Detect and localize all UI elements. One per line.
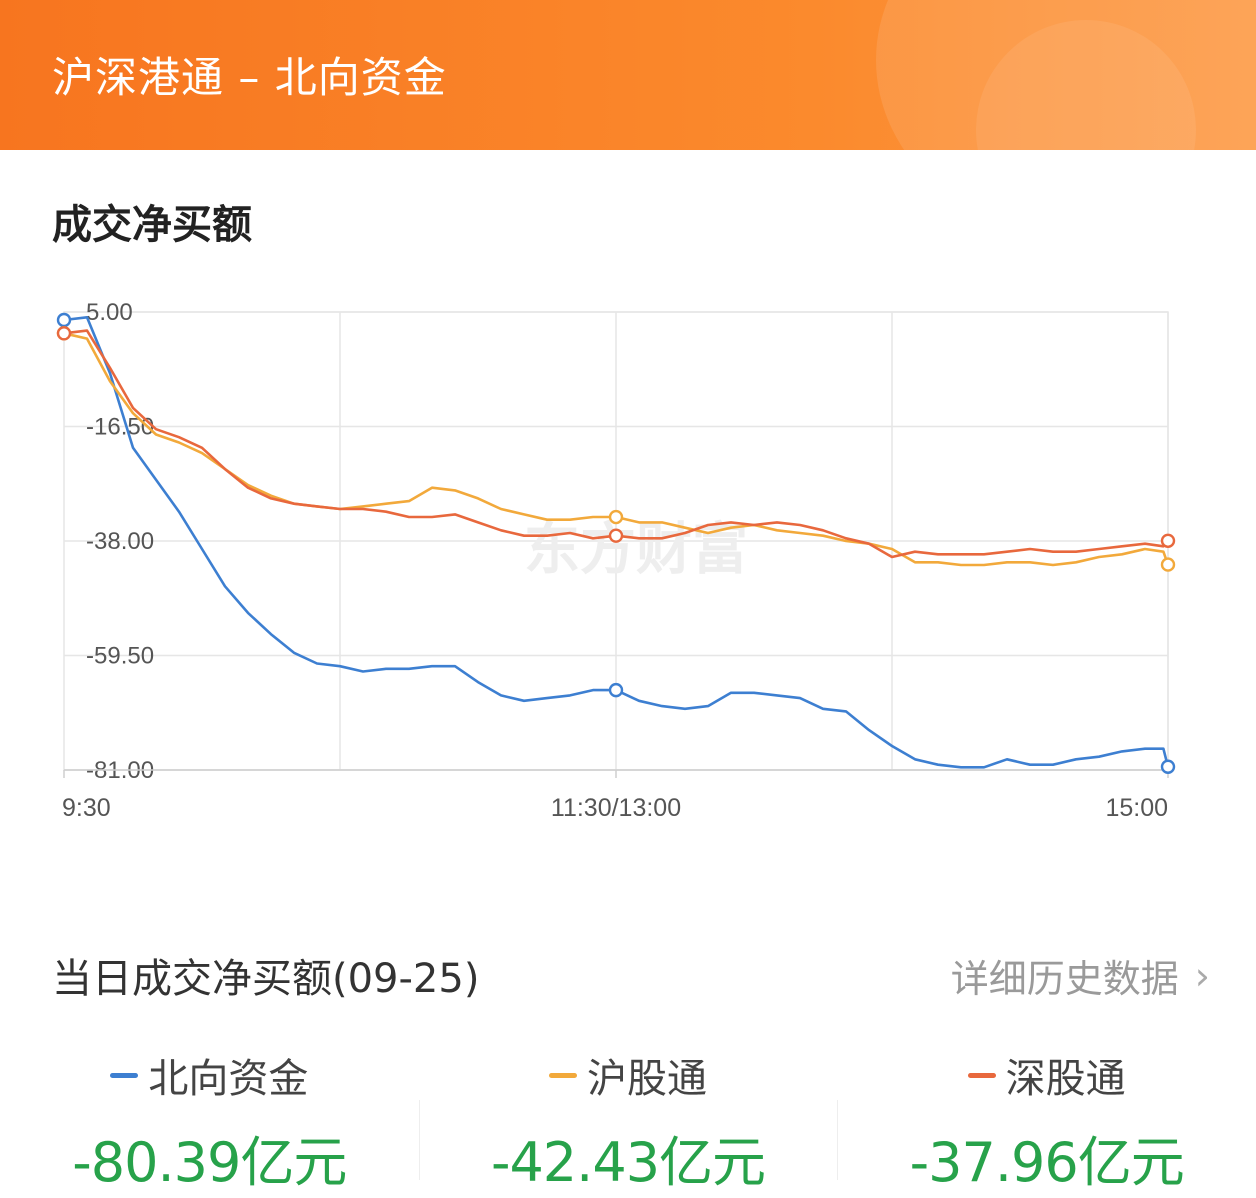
- y-tick-label: 5.00: [86, 299, 133, 326]
- legend-swatch-shenzhen: [967, 1072, 996, 1078]
- legend-swatch-shanghai: [549, 1072, 577, 1078]
- summary-label: 北向资金: [148, 1056, 309, 1102]
- page-header: 沪深港通 – 北向资金: [0, 0, 1256, 150]
- legend-swatch-northbound: [110, 1072, 139, 1078]
- summary-value: -37.96亿元: [909, 1131, 1185, 1194]
- x-tick-label: 9:30: [62, 794, 111, 822]
- y-tick-label: -59.50: [86, 643, 154, 670]
- x-tick-label: 15:00: [1105, 794, 1168, 822]
- summary-label: 深股通: [1005, 1056, 1126, 1102]
- series-marker-0: [1160, 759, 1176, 774]
- y-tick-label: -38.00: [86, 528, 154, 555]
- summary-shenzhen-connect: 深股通 -37.96亿元: [837, 1040, 1256, 1194]
- series-marker-2: [1160, 533, 1176, 548]
- x-tick-label: 11:30/13:00: [551, 794, 681, 822]
- summary-northbound: 北向资金 -80.39亿元: [0, 1040, 419, 1194]
- daily-net-buy-title: 当日成交净买额(09-25): [52, 956, 480, 1002]
- section-title: 成交净买额: [52, 202, 252, 248]
- series-marker-0: [56, 312, 72, 328]
- summary-label: 沪股通: [587, 1056, 707, 1102]
- series-line-0: [63, 315, 1170, 769]
- page-title: 沪深港通 – 北向资金: [52, 53, 447, 102]
- history-data-label: 详细历史数据: [950, 957, 1179, 1001]
- series-marker-0: [608, 682, 624, 698]
- series-line-2: [63, 329, 1169, 559]
- summary-value: -42.43亿元: [490, 1131, 766, 1194]
- summary-value: -80.39亿元: [72, 1131, 347, 1194]
- daily-summary: 北向资金 -80.39亿元 沪股通 -42.43亿元 深股通 -37.96亿元: [0, 1040, 1256, 1194]
- chevron-right-icon: ›: [1194, 953, 1210, 998]
- history-data-link[interactable]: 详细历史数据 ›: [951, 948, 1210, 1003]
- summary-shanghai-connect: 沪股通 -42.43亿元: [418, 1040, 838, 1194]
- series-marker-1: [1160, 557, 1176, 572]
- header-decoration: [876, 0, 1256, 150]
- series-marker-2: [608, 528, 624, 543]
- series-marker-2: [56, 326, 72, 341]
- series-line-1: [63, 332, 1170, 567]
- series-marker-1: [608, 509, 624, 525]
- watermark-logo: 东方财富: [524, 517, 748, 582]
- net-buy-line-chart[interactable]: 5.00-16.50-38.00-59.50-81.009:30 11:30/13…: [0, 280, 1256, 840]
